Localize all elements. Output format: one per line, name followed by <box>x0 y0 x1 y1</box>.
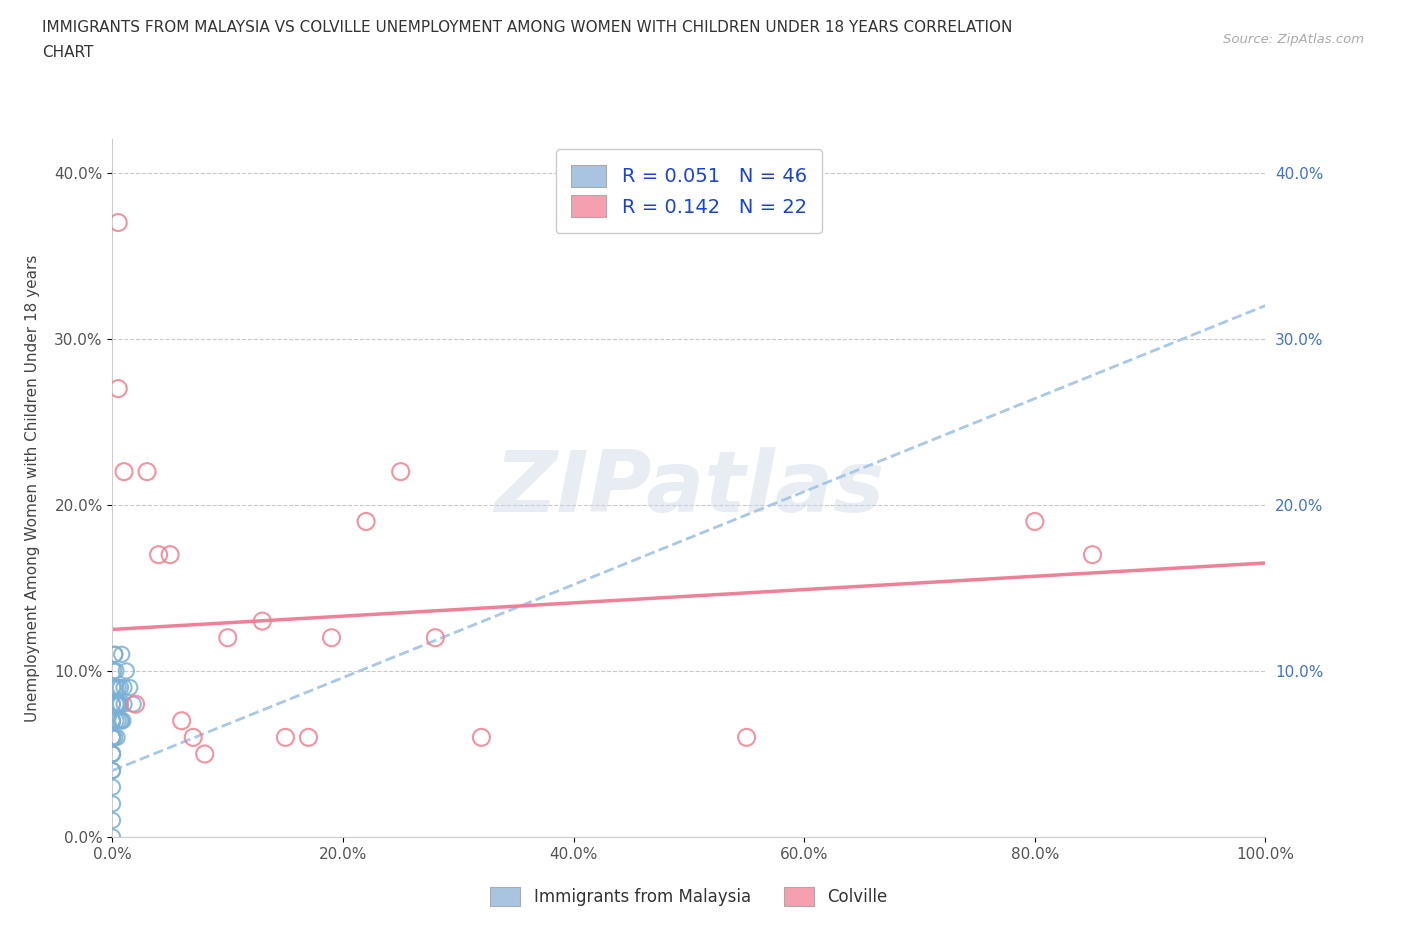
Point <box>170 713 193 728</box>
Point <box>101 764 124 778</box>
Point <box>194 747 217 762</box>
Point <box>124 697 146 711</box>
Point <box>101 697 124 711</box>
Point <box>101 796 124 811</box>
Point <box>103 663 125 678</box>
Point <box>159 547 181 562</box>
Point <box>101 764 124 778</box>
Point <box>470 730 492 745</box>
Legend: Immigrants from Malaysia, Colville: Immigrants from Malaysia, Colville <box>477 873 901 920</box>
Point <box>101 713 124 728</box>
Point <box>111 713 134 728</box>
Point <box>389 464 412 479</box>
Point <box>112 680 135 695</box>
Point <box>122 697 145 711</box>
Point <box>104 680 127 695</box>
Point <box>104 730 127 745</box>
Point <box>425 631 447 645</box>
Point <box>108 697 131 711</box>
Point <box>101 730 124 745</box>
Point <box>110 713 132 728</box>
Point <box>101 697 124 711</box>
Point <box>103 680 125 695</box>
Point <box>354 514 377 529</box>
Point <box>105 697 128 711</box>
Point <box>101 730 124 745</box>
Point <box>118 680 141 695</box>
Point <box>110 697 132 711</box>
Point <box>136 464 159 479</box>
Point <box>101 713 124 728</box>
Y-axis label: Unemployment Among Women with Children Under 18 years: Unemployment Among Women with Children U… <box>25 255 41 722</box>
Point <box>104 647 127 662</box>
Point <box>101 713 124 728</box>
Point <box>101 747 124 762</box>
Point <box>217 631 239 645</box>
Point <box>110 680 132 695</box>
Point <box>101 680 124 695</box>
Point <box>181 730 204 745</box>
Point <box>101 747 124 762</box>
Point <box>112 464 135 479</box>
Text: Source: ZipAtlas.com: Source: ZipAtlas.com <box>1223 33 1364 46</box>
Text: IMMIGRANTS FROM MALAYSIA VS COLVILLE UNEMPLOYMENT AMONG WOMEN WITH CHILDREN UNDE: IMMIGRANTS FROM MALAYSIA VS COLVILLE UNE… <box>42 20 1012 35</box>
Point <box>735 730 758 745</box>
Point <box>1081 547 1104 562</box>
Point <box>107 680 129 695</box>
Point <box>104 647 127 662</box>
Text: ZIPatlas: ZIPatlas <box>494 446 884 530</box>
Point <box>107 215 129 230</box>
Point <box>104 663 127 678</box>
Point <box>321 631 343 645</box>
Point <box>297 730 319 745</box>
Point <box>107 713 129 728</box>
Point <box>115 663 138 678</box>
Text: CHART: CHART <box>42 45 94 60</box>
Point <box>101 779 124 794</box>
Point <box>101 730 124 745</box>
Point <box>101 830 124 844</box>
Point <box>111 713 134 728</box>
Point <box>274 730 297 745</box>
Point <box>252 614 274 629</box>
Point <box>101 730 124 745</box>
Point <box>107 381 129 396</box>
Point <box>1024 514 1046 529</box>
Point <box>107 697 129 711</box>
Point <box>148 547 170 562</box>
Point <box>101 813 124 828</box>
Point <box>111 647 134 662</box>
Point <box>105 730 128 745</box>
Point <box>112 697 135 711</box>
Point <box>101 747 124 762</box>
Point <box>104 713 127 728</box>
Point <box>101 713 124 728</box>
Point <box>104 697 127 711</box>
